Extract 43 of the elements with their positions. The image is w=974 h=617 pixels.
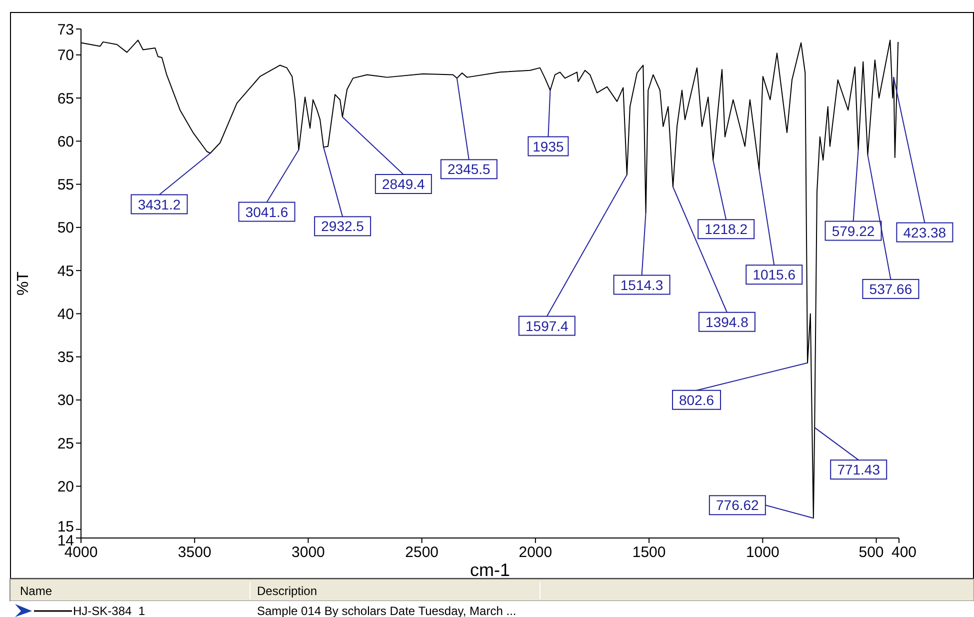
y-tick-label: 15 — [57, 518, 74, 536]
annotation: 2345.5 — [448, 161, 491, 178]
annotation: 3041.6 — [245, 204, 288, 220]
annotation: 1935 — [532, 138, 564, 154]
annotation: 2932.5 — [321, 218, 364, 234]
x-tick-label: 2000 — [518, 544, 552, 561]
annotation: 537.66 — [869, 280, 912, 297]
annotation: 1218.2 — [704, 221, 748, 238]
y-tick-label: 35 — [57, 349, 74, 366]
annotation: 776.62 — [716, 497, 760, 514]
x-axis-title: cm-1 — [470, 560, 510, 580]
y-tick-label: 20 — [57, 478, 74, 496]
y-tick-label: 40 — [57, 306, 74, 323]
legend-label: HJ-SK-384 1 — [73, 604, 146, 617]
legend-title: Name — [20, 584, 52, 598]
text: Description — [257, 584, 318, 598]
y-tick-label: 50 — [57, 220, 74, 237]
y-tick-label: 70 — [57, 47, 74, 64]
annotation: 2849.4 — [382, 176, 426, 192]
annotation: 1597.4 — [526, 318, 569, 334]
y-tick-label: 25 — [57, 435, 74, 452]
x-tick-label: 400 — [891, 544, 917, 561]
annotation: 423.38 — [903, 224, 946, 240]
x-tick-label: 1500 — [632, 544, 666, 561]
y-tick-label: 60 — [57, 133, 74, 150]
y-tick-label: 45 — [57, 262, 74, 280]
y-tick-label: 55 — [57, 176, 74, 194]
annotation: 3431.2 — [138, 196, 181, 212]
annotation: 1015.6 — [752, 266, 796, 283]
annotation: 1514.3 — [620, 276, 664, 293]
x-tick-label: 1000 — [746, 544, 780, 561]
annotation: 579.22 — [832, 222, 875, 239]
x-tick-label: 500 — [858, 544, 884, 561]
y-axis-title: %T — [15, 271, 32, 296]
x-tick-label: 3500 — [178, 544, 212, 561]
y-tick-label: 73 — [57, 21, 74, 38]
y-tick-label: 30 — [57, 392, 74, 410]
annotation: 771.43 — [837, 462, 880, 478]
x-tick-label: 3000 — [292, 544, 325, 561]
y-tick-label: 65 — [57, 90, 74, 108]
annotation: 802.6 — [678, 392, 714, 408]
x-tick-label: 2500 — [405, 544, 439, 561]
annotation: 1394.8 — [706, 314, 749, 330]
